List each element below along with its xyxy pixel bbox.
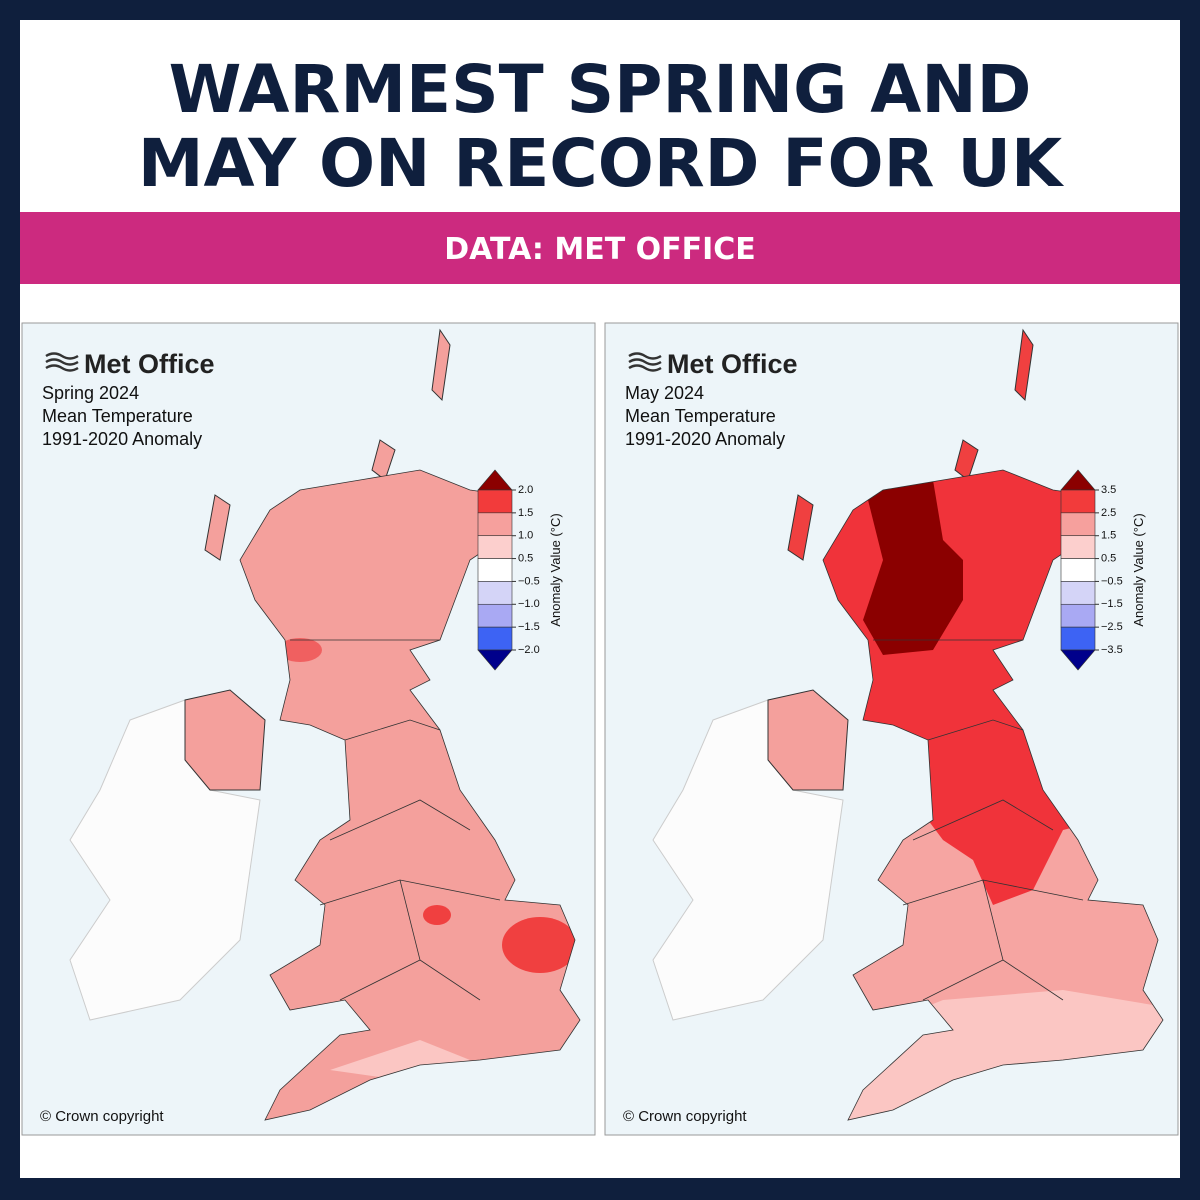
- colorbar-band: [477, 626, 513, 651]
- logo-mark: [628, 352, 662, 360]
- logo-mark: [45, 352, 79, 360]
- colorbar-tick-label: −2.0: [518, 644, 540, 656]
- colorbar-tick-label: −1.5: [518, 621, 540, 633]
- logo: Met Office: [667, 349, 798, 379]
- colorbar-band: [477, 489, 513, 514]
- colorbar-band: [1060, 535, 1096, 559]
- colorbar-tick-label: −1.5: [1101, 598, 1123, 610]
- colorbar-tick-label: 0.5: [1101, 552, 1116, 564]
- map-title: Spring 2024: [42, 383, 139, 403]
- colorbar-band: [1060, 581, 1096, 605]
- colorbar-label: Anomaly Value (°C): [1131, 513, 1146, 626]
- colorbar-band: [1060, 626, 1096, 651]
- colorbar-tick-label: 0.5: [518, 552, 533, 564]
- subtitle-band: [20, 212, 1180, 284]
- map-panel: Met Office Spring 2024 Mean Temperature 199…: [21, 322, 596, 1136]
- colorbar-tick-label: −0.5: [1101, 575, 1123, 587]
- colorbar-band: [1060, 603, 1096, 628]
- subtitle: DATA: MET OFFICE: [444, 232, 756, 267]
- headline: WARMEST SPRING AND: [169, 51, 1032, 128]
- colorbar-tick-label: 1.5: [518, 507, 533, 519]
- colorbar-tick-label: 1.5: [1101, 530, 1116, 542]
- colorbar-tick-label: 2.0: [518, 484, 533, 496]
- map-title: May 2024: [625, 383, 704, 403]
- colorbar-band: [477, 512, 513, 537]
- colorbar-band: [477, 558, 513, 582]
- logo-mark: [45, 364, 79, 372]
- colorbar-band: [1060, 558, 1096, 582]
- colorbar-tick-label: −2.5: [1101, 621, 1123, 633]
- colorbar-band: [1060, 489, 1096, 514]
- copyright: © Crown copyright: [623, 1108, 747, 1125]
- logo-mark: [628, 358, 662, 366]
- logo-mark: [628, 364, 662, 372]
- colorbar-tick-label: −0.5: [518, 575, 540, 587]
- colorbar-band: [477, 581, 513, 605]
- logo: Met Office: [84, 349, 215, 379]
- copyright: © Crown copyright: [40, 1108, 164, 1125]
- map-title: 1991-2020 Anomaly: [625, 429, 785, 449]
- headline: MAY ON RECORD FOR UK: [138, 125, 1065, 202]
- colorbar-tick-label: −1.0: [518, 598, 540, 610]
- colorbar-band: [1060, 512, 1096, 537]
- colorbar-extend: [477, 649, 513, 671]
- map-title: Mean Temperature: [42, 406, 193, 426]
- logo-mark: [45, 358, 79, 366]
- colorbar-label: Anomaly Value (°C): [548, 513, 563, 626]
- colorbar-tick-label: 3.5: [1101, 484, 1116, 496]
- map-title: 1991-2020 Anomaly: [42, 429, 202, 449]
- colorbar-band: [477, 603, 513, 628]
- map-title: Mean Temperature: [625, 406, 776, 426]
- map-panel: Met Office May 2024 Mean Temperature 1991-2…: [604, 322, 1179, 1136]
- colorbar-extend: [1060, 649, 1096, 671]
- colorbar-band: [477, 535, 513, 559]
- colorbar-tick-label: −3.5: [1101, 644, 1123, 656]
- colorbar-tick-label: 1.0: [518, 530, 533, 542]
- colorbar-tick-label: 2.5: [1101, 507, 1116, 519]
